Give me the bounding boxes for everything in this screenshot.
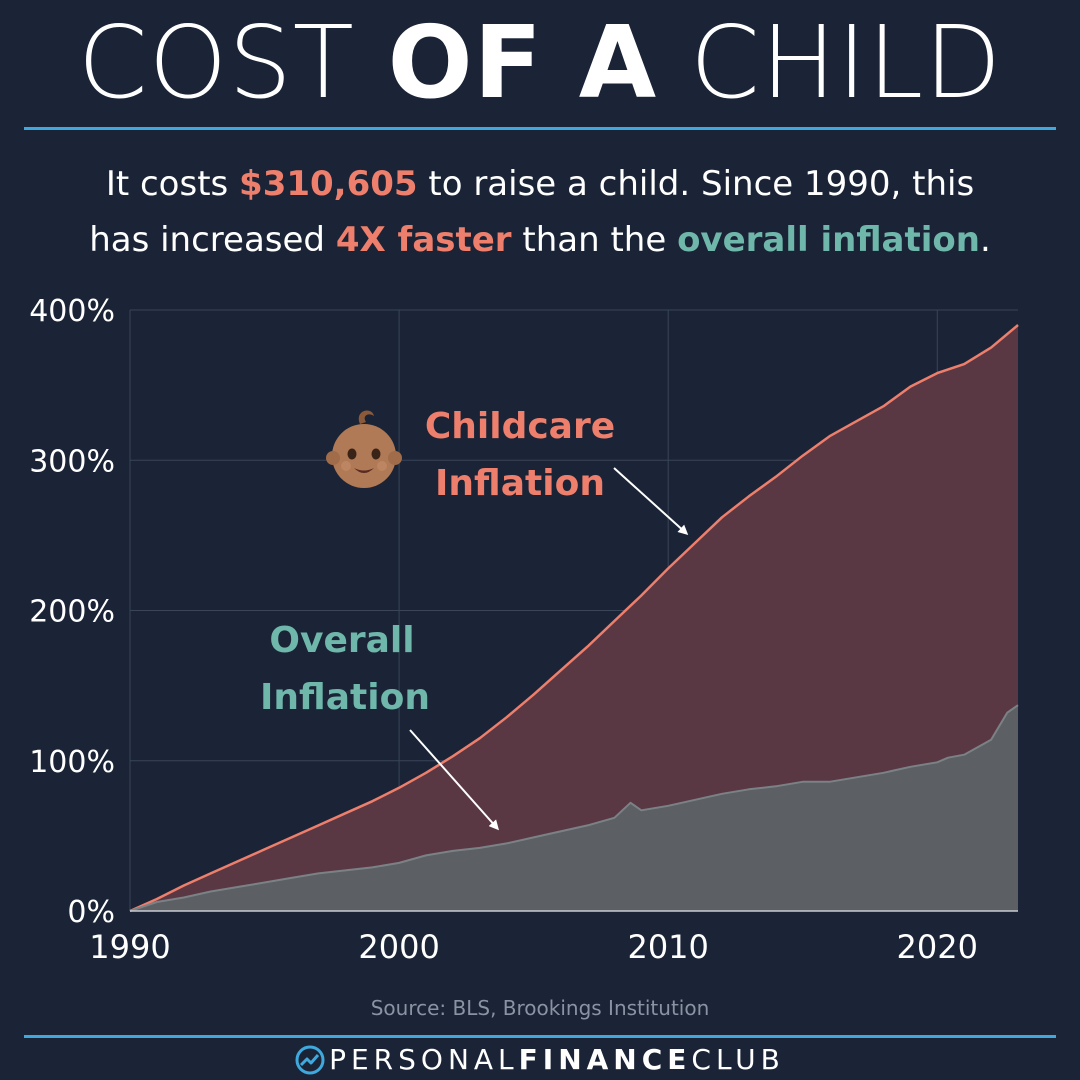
brand-footer: PERSONALFINANCECLUB — [0, 1043, 1080, 1076]
top-divider — [24, 127, 1056, 130]
x-tick-label: 1990 — [89, 928, 170, 966]
childcare-inflation-line — [129, 324, 1019, 913]
overall-inflation-line — [129, 704, 1019, 912]
cost-highlight: $310,605 — [239, 164, 418, 204]
subtitle-line-1: It costs $310,605 to raise a child. Sinc… — [0, 156, 1080, 212]
x-tick-label: 2020 — [897, 928, 978, 966]
title-part-bold: OF A — [387, 4, 658, 121]
childcare-inflation-area — [130, 325, 1018, 911]
x-tick-label: 2000 — [358, 928, 439, 966]
bottom-divider — [24, 1035, 1056, 1038]
subtitle-text-1: It costs — [105, 164, 240, 204]
overall-label-line-2: Inflation — [260, 677, 430, 718]
axes: 0% 100% 200% 300% 400% 1990 2000 2010 2020 — [29, 294, 1018, 966]
childcare-label-line-2: Inflation — [435, 463, 605, 504]
title-part-light-2: CHILD — [657, 4, 1003, 121]
growth-chart-logo-icon — [295, 1045, 325, 1075]
brand-club: CLUB — [691, 1043, 785, 1076]
subtitle-text-4: than the — [511, 220, 678, 260]
y-tick-label: 400% — [29, 294, 115, 329]
title-part-light-1: COST — [77, 4, 388, 121]
y-tick-label: 0% — [67, 895, 115, 930]
brand-personal: PERSONAL — [329, 1043, 519, 1076]
series-labels: Childcare Inflation Overall Inflation — [260, 406, 689, 831]
subtitle-text-3: has increased — [89, 220, 336, 260]
overall-inflation-area — [130, 705, 1018, 911]
subtitle: It costs $310,605 to raise a child. Sinc… — [0, 156, 1080, 268]
y-tick-label: 300% — [29, 444, 115, 479]
overall-inflation-highlight: overall inflation — [677, 220, 980, 260]
overall-label-line-1: Overall — [269, 620, 414, 661]
subtitle-line-2: has increased 4X faster than the overall… — [0, 212, 1080, 268]
subtitle-text-5: . — [979, 220, 991, 260]
childcare-label-line-1: Childcare — [425, 406, 615, 447]
y-tick-label: 100% — [29, 745, 115, 780]
inflation-area-chart: 0% 100% 200% 300% 400% 1990 2000 2010 2020 Child… — [29, 294, 1019, 966]
series-areas — [129, 324, 1019, 913]
childcare-pointer-arrow — [613, 467, 689, 536]
source-note: Source: BLS, Brookings Institution — [370, 996, 710, 1020]
baby-face-icon — [326, 410, 402, 488]
page-title: COST OF A CHILD — [0, 8, 1080, 118]
faster-highlight: 4X faster — [335, 220, 512, 260]
x-tick-label: 2010 — [627, 928, 708, 966]
y-tick-label: 200% — [29, 595, 115, 630]
subtitle-text-2: to raise a child. Since 1990, this — [417, 164, 975, 204]
brand-finance: FINANCE — [518, 1043, 692, 1076]
overall-pointer-arrow — [409, 729, 499, 831]
